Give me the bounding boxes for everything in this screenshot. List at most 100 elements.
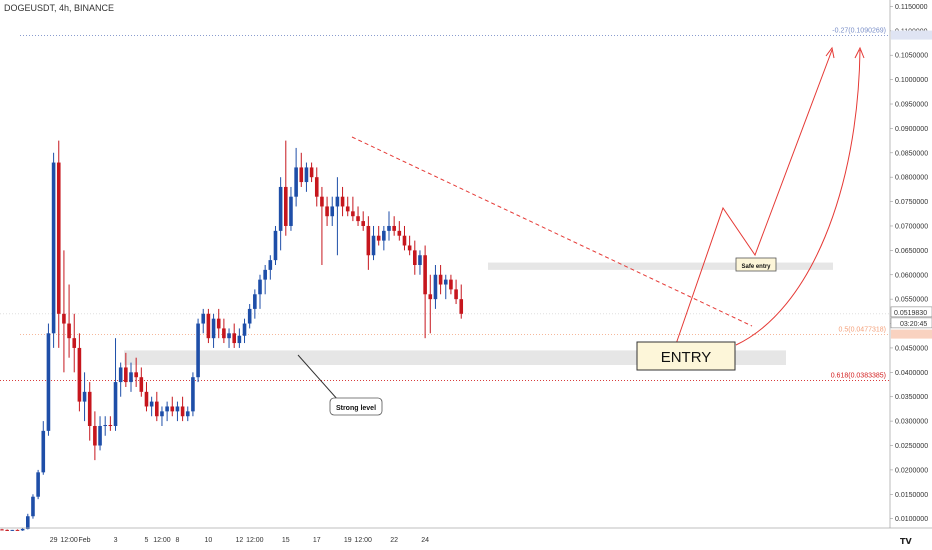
strong-level-pointer	[297, 354, 339, 401]
candle-body	[0, 529, 4, 531]
y-tick-label: 0.0300000	[895, 419, 928, 426]
candle-body	[345, 206, 350, 212]
y-tick-label: 0.0550000	[895, 297, 928, 304]
candle-body	[87, 391, 92, 426]
candle-body	[294, 167, 298, 197]
y-tick-label: 0.0900000	[895, 126, 928, 133]
candle-body	[10, 529, 15, 531]
y-tick-label: 0.0450000	[895, 345, 928, 352]
candle-body	[428, 294, 433, 300]
candle-body	[180, 406, 185, 417]
candle-body	[191, 377, 195, 412]
x-tick-label: 12	[235, 537, 243, 544]
x-tick-label: 8	[175, 537, 179, 544]
fib-mid-label: 0.5(0.0477318)	[839, 327, 886, 334]
x-tick-label: 12:00	[246, 537, 264, 544]
candle-body	[113, 382, 118, 426]
candle-body	[129, 372, 133, 383]
candle-body	[314, 177, 319, 197]
candle-body	[26, 516, 30, 529]
candle-body	[93, 425, 97, 446]
candle-body	[175, 406, 180, 412]
candle-body	[124, 367, 128, 383]
candle-body	[423, 255, 427, 295]
candle-body	[51, 162, 56, 334]
price-tag-label: 0.0519830	[894, 310, 927, 317]
candle-body	[392, 225, 396, 231]
candle-body	[165, 406, 169, 412]
candle-body	[201, 313, 206, 324]
candle-body	[325, 206, 329, 217]
x-tick-label: 12:00	[153, 537, 171, 544]
candle-body	[449, 279, 453, 290]
candle-body	[118, 367, 123, 383]
candle-body	[36, 472, 40, 497]
x-tick-label: 12:00	[354, 537, 372, 544]
candle-body	[356, 216, 360, 222]
candle-body	[299, 167, 304, 183]
candle-body	[237, 335, 242, 344]
y-tick-label: 0.0850000	[895, 150, 928, 157]
candle-body	[67, 323, 71, 339]
candle-body	[62, 313, 66, 324]
entry-box	[636, 341, 736, 371]
safe-entry-box	[735, 257, 777, 272]
candle-body	[454, 289, 458, 300]
candle-body	[82, 391, 87, 402]
drawings: Strong level Safe entry ENTRY -0.27(0.10902…	[297, 28, 886, 416]
y-tick-label: 0.0400000	[895, 370, 928, 377]
y-tick-label: 0.0650000	[895, 248, 928, 255]
candle-body	[278, 186, 283, 231]
candle-body	[134, 372, 138, 378]
candle-body	[413, 250, 417, 265]
candle-body	[185, 411, 190, 417]
y-tick-label: 0.0750000	[895, 199, 928, 206]
candle-body	[56, 162, 61, 314]
candle-body	[232, 333, 236, 344]
resistance-zone	[488, 262, 833, 270]
candle-body	[304, 167, 309, 183]
candle-body	[149, 401, 154, 407]
candle-body	[418, 255, 422, 265]
candle-body	[206, 313, 211, 339]
candle-body	[155, 401, 159, 417]
x-tick-label: 5	[145, 537, 149, 544]
x-tick-label: 29	[50, 537, 58, 544]
candle-body	[20, 528, 25, 531]
candle-body	[5, 529, 9, 531]
time-tag-label: 03:20:45	[900, 321, 927, 328]
entry-label: ENTRY	[661, 349, 712, 366]
y-tick-label: 0.0200000	[895, 467, 928, 474]
x-tick-label: 15	[282, 537, 290, 544]
candle-body	[268, 260, 273, 270]
y-tick-label: 0.1000000	[895, 77, 928, 84]
zones-and-levels	[0, 35, 890, 381]
price-tag-box	[890, 306, 932, 318]
candle-body	[438, 274, 443, 285]
fib-mid-tag	[891, 329, 932, 339]
candle-body	[227, 333, 231, 339]
projection-curve	[735, 49, 861, 346]
fib-top-label: -0.27(0.1090269)	[832, 28, 886, 35]
candles	[0, 140, 464, 531]
y-tick-label: 0.0600000	[895, 272, 928, 279]
y-tick-label: 0.0150000	[895, 492, 928, 499]
candle-body	[46, 333, 51, 431]
candle-body	[309, 167, 314, 178]
safe-entry-label: Safe entry	[741, 264, 771, 270]
candle-body	[263, 269, 267, 280]
strong-level-box	[329, 397, 383, 416]
arrowhead-icon	[854, 46, 865, 59]
candle-body	[247, 308, 252, 324]
candle-body	[387, 225, 391, 231]
candle-body	[108, 425, 113, 427]
candle-body	[397, 230, 402, 236]
candle-body	[320, 196, 324, 207]
time-tag-box	[890, 317, 932, 329]
y-tick-label: 0.0100000	[895, 516, 928, 523]
candle-body	[433, 274, 438, 300]
candle-body	[211, 318, 216, 339]
